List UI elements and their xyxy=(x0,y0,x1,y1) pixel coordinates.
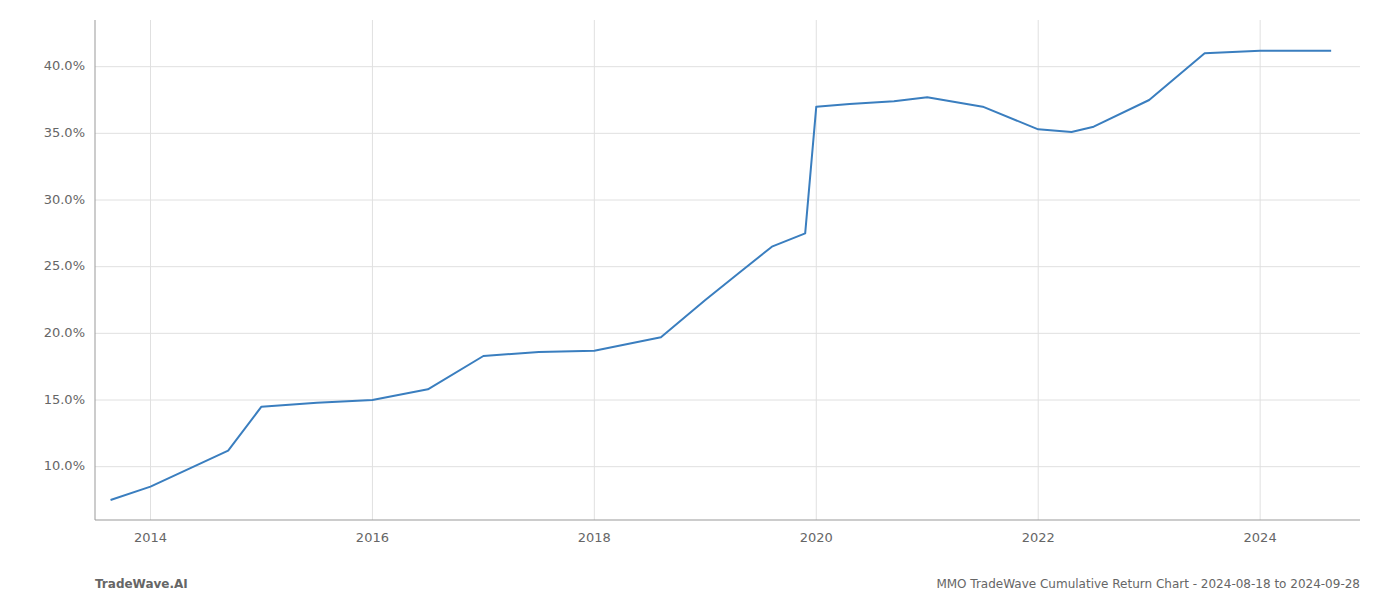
y-tick-label: 20.0% xyxy=(44,325,85,340)
y-grid-line xyxy=(95,66,1360,67)
x-grid-line xyxy=(372,20,373,520)
chart: 10.0% 15.0% 20.0% 25.0% 30.0% 35.0% 40.0% 2014 2… xyxy=(0,0,1400,600)
y-tick-label: 40.0% xyxy=(44,58,85,73)
x-tick-label: 2020 xyxy=(800,530,833,545)
page: {"chart_data": {"type": "line", "x": [20… xyxy=(0,0,1400,600)
y-grid-line xyxy=(95,400,1360,401)
y-tick-label: 15.0% xyxy=(44,392,85,407)
x-tick-label: 2016 xyxy=(356,530,389,545)
x-grid-line xyxy=(816,20,817,520)
y-tick-label: 35.0% xyxy=(44,125,85,140)
axes: 10.0% 15.0% 20.0% 25.0% 30.0% 35.0% 40.0% 2014 2… xyxy=(44,20,1360,545)
y-tick-label: 30.0% xyxy=(44,192,85,207)
x-grid-line xyxy=(150,20,151,520)
y-grid-line xyxy=(95,133,1360,134)
footer: TradeWave.AI MMO TradeWave Cumulative Ret… xyxy=(95,577,1360,591)
data-line xyxy=(111,51,1332,500)
x-tick-label: 2024 xyxy=(1244,530,1277,545)
x-grid-line xyxy=(1038,20,1039,520)
y-tick-label: 25.0% xyxy=(44,258,85,273)
data-group xyxy=(111,51,1332,500)
x-grid-line xyxy=(594,20,595,520)
x-tick-label: 2022 xyxy=(1022,530,1055,545)
footer-left: TradeWave.AI xyxy=(95,577,188,591)
x-grid-line xyxy=(1260,20,1261,520)
y-grid-line xyxy=(95,466,1360,467)
x-tick-label: 2018 xyxy=(578,530,611,545)
y-axis-line xyxy=(95,20,96,520)
footer-right: MMO TradeWave Cumulative Return Chart - … xyxy=(936,577,1360,591)
y-grid-line xyxy=(95,266,1360,267)
y-grid-line xyxy=(95,200,1360,201)
y-tick-label: 10.0% xyxy=(44,458,85,473)
grid xyxy=(95,20,1360,520)
x-axis-line xyxy=(95,520,1360,521)
y-grid-line xyxy=(95,333,1360,334)
x-tick-label: 2014 xyxy=(134,530,167,545)
